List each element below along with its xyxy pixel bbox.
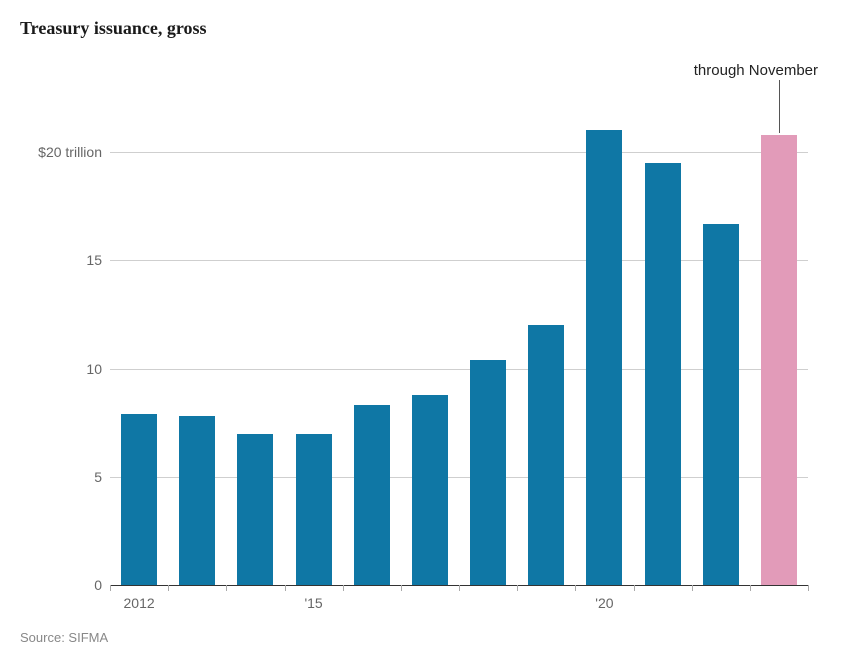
bar bbox=[237, 434, 273, 586]
y-tick-label: 5 bbox=[94, 469, 102, 485]
source-text: Source: SIFMA bbox=[20, 630, 108, 645]
x-tick bbox=[401, 585, 402, 591]
bar bbox=[703, 224, 739, 585]
bars-group bbox=[110, 98, 808, 585]
x-tick bbox=[750, 585, 751, 591]
x-tick bbox=[575, 585, 576, 591]
bar bbox=[470, 360, 506, 585]
x-tick bbox=[459, 585, 460, 591]
x-tick bbox=[226, 585, 227, 591]
y-tick-label: 0 bbox=[94, 577, 102, 593]
bar bbox=[586, 130, 622, 585]
x-tick-label: '20 bbox=[595, 595, 613, 611]
bar bbox=[412, 395, 448, 585]
y-tick-label: 10 bbox=[86, 361, 102, 377]
annotation-through-november: through November bbox=[694, 62, 818, 79]
x-tick bbox=[634, 585, 635, 591]
chart-container: Treasury issuance, gross through Novembe… bbox=[20, 18, 818, 645]
bar bbox=[528, 325, 564, 585]
x-tick bbox=[285, 585, 286, 591]
x-tick bbox=[343, 585, 344, 591]
bar bbox=[645, 163, 681, 585]
bar bbox=[121, 414, 157, 585]
bar bbox=[354, 405, 390, 585]
x-tick bbox=[808, 585, 809, 591]
x-tick bbox=[517, 585, 518, 591]
bar bbox=[296, 434, 332, 586]
x-tick bbox=[110, 585, 111, 591]
y-tick-label: 15 bbox=[86, 252, 102, 268]
plot-area: 051015$20 trillion 2012'15'20 bbox=[110, 98, 808, 585]
x-tick-label: 2012 bbox=[124, 595, 155, 611]
x-tick bbox=[168, 585, 169, 591]
x-tick-label: '15 bbox=[304, 595, 322, 611]
chart-title: Treasury issuance, gross bbox=[20, 18, 818, 39]
bar bbox=[761, 135, 797, 585]
bar bbox=[179, 416, 215, 585]
x-tick bbox=[692, 585, 693, 591]
y-tick-label: $20 trillion bbox=[38, 144, 102, 160]
